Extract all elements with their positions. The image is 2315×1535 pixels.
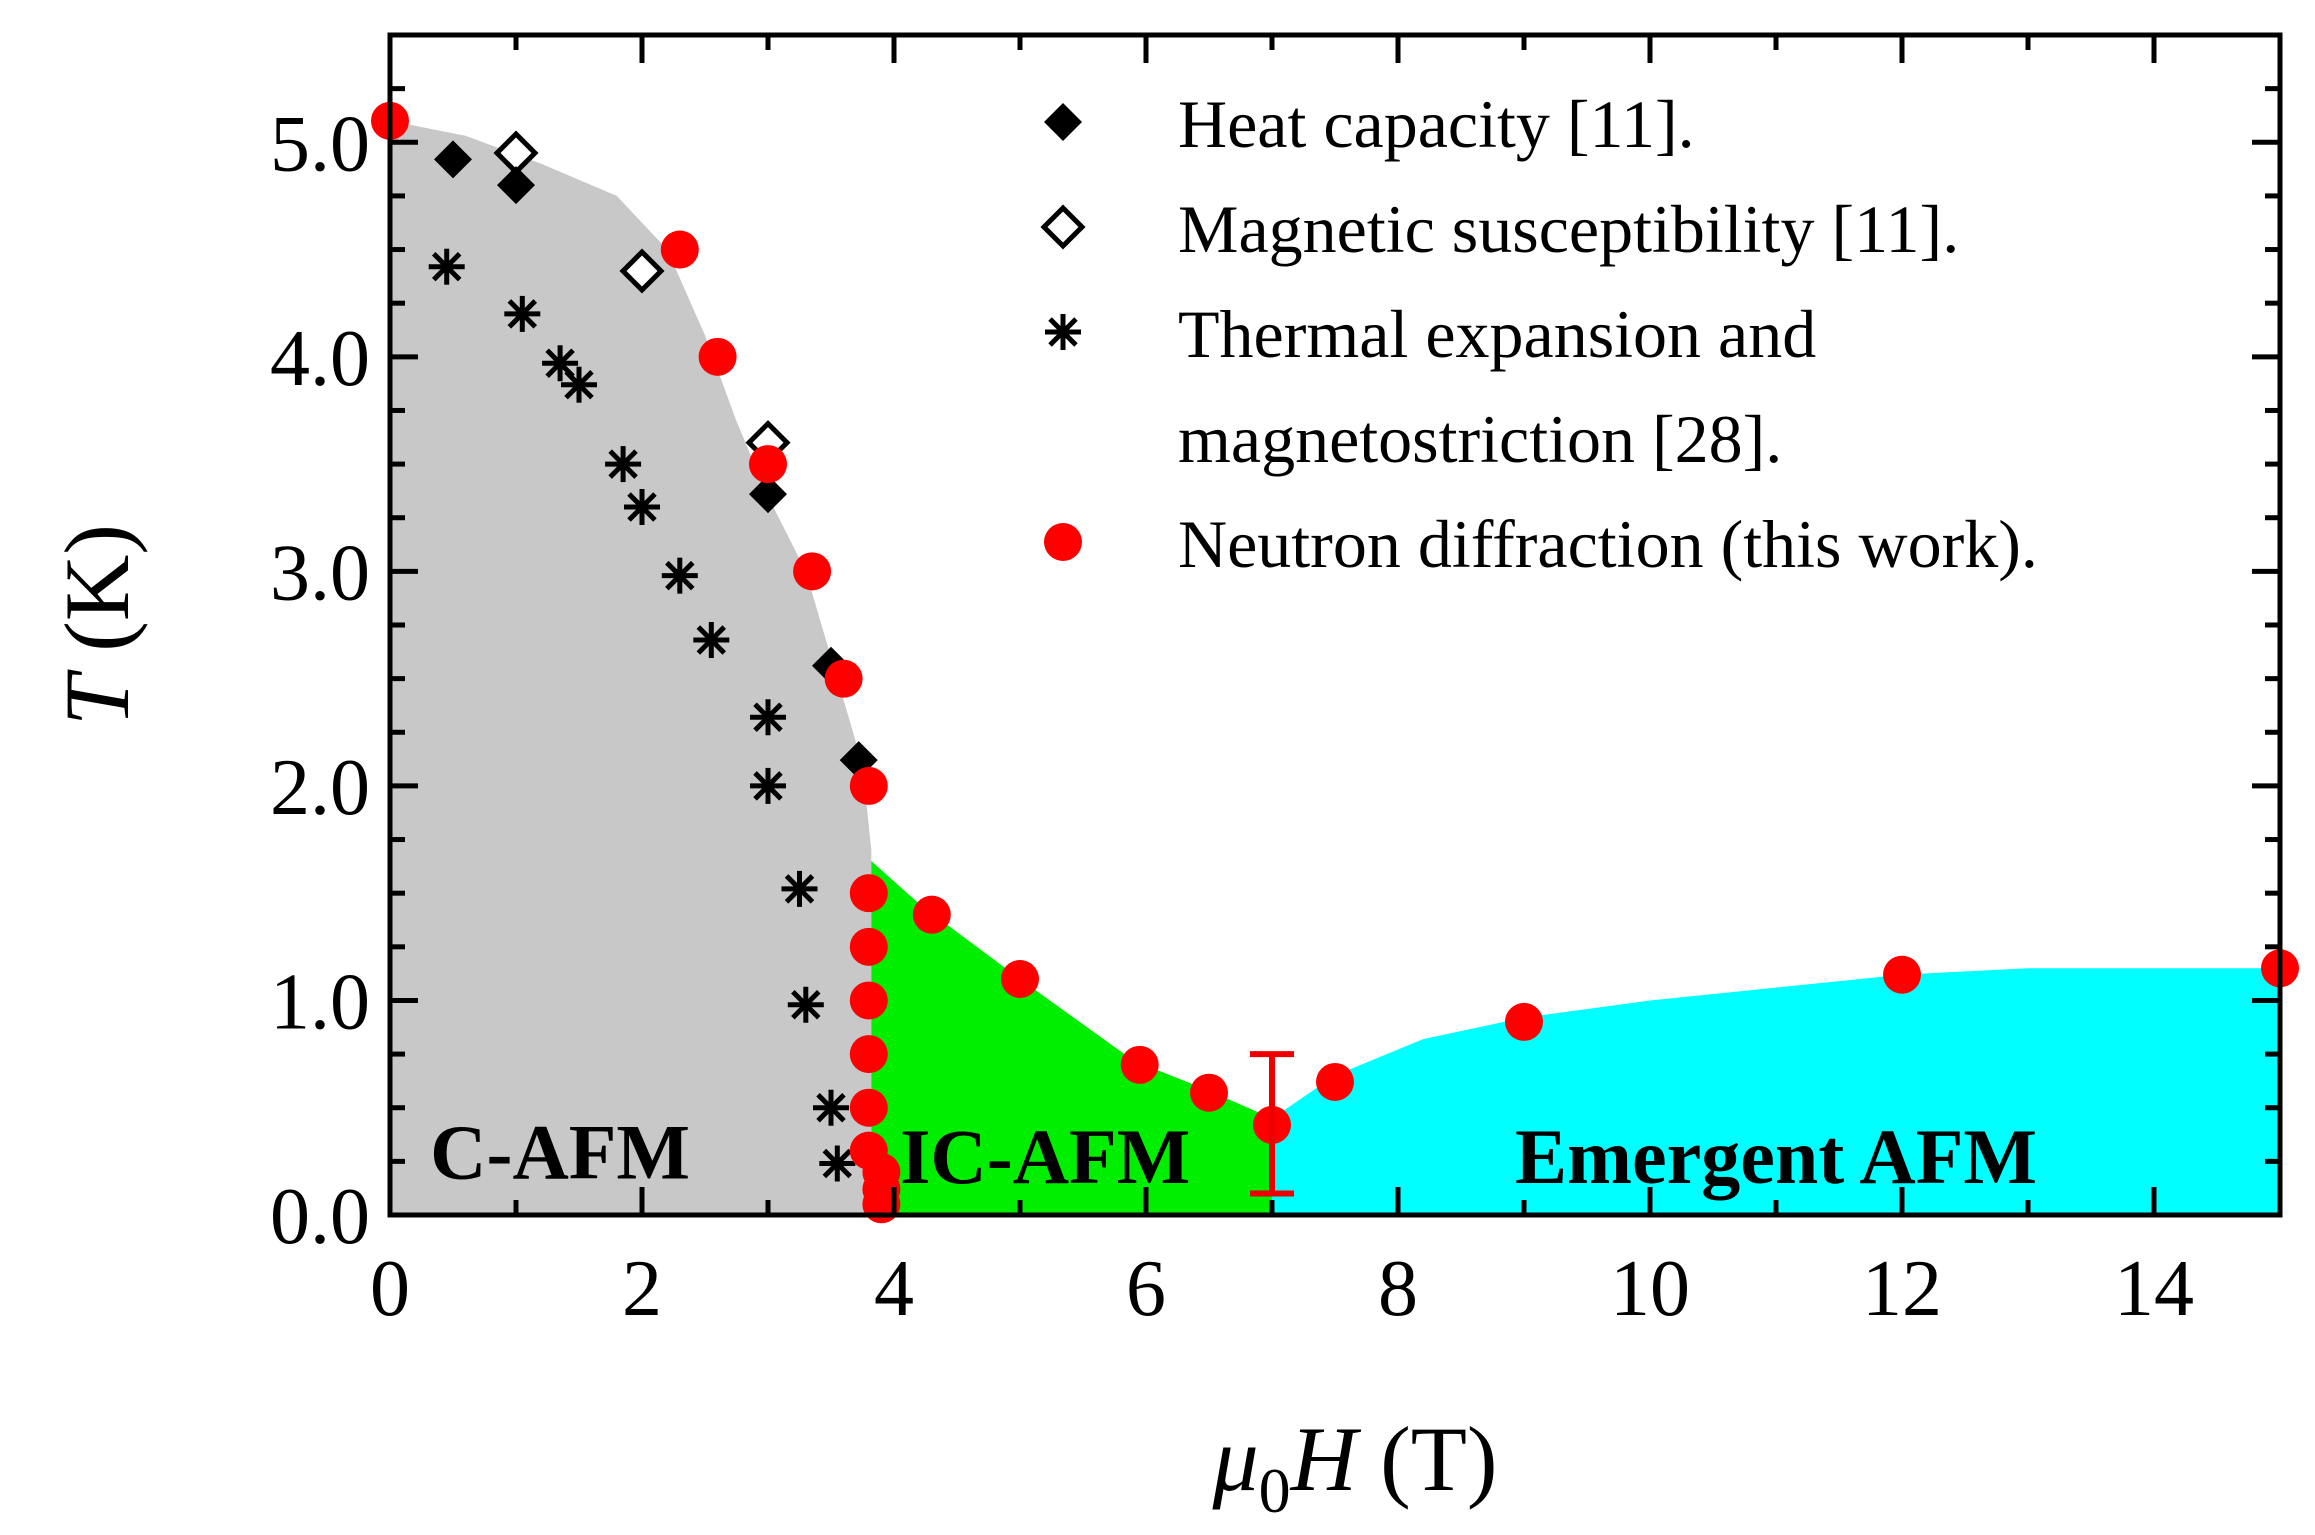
marker-neutron-19 <box>1190 1073 1228 1112</box>
region-label-ic-afm: IC-AFM <box>900 1113 1190 1200</box>
marker-thermal-1 <box>504 295 541 332</box>
region-label-emergent-afm: Emergent AFM <box>1515 1113 2037 1200</box>
marker-heat-2 <box>749 475 787 514</box>
marker-thermal-7 <box>693 622 730 659</box>
marker-thermal-9 <box>750 767 786 804</box>
x-tick-label-8: 8 <box>1378 1245 1418 1333</box>
y-tick-label-5: 5.0 <box>270 100 370 188</box>
x-tick-label-14: 14 <box>2114 1245 2194 1333</box>
marker-neutron-6 <box>849 766 888 805</box>
legend-marker-thermal <box>1045 314 1081 350</box>
y-tick-label-2: 2.0 <box>270 744 370 832</box>
legend-label-neutron: Neutron diffraction (this work). <box>1178 506 2038 582</box>
marker-neutron-10 <box>849 1035 888 1074</box>
marker-neutron-3 <box>749 445 787 484</box>
x-tick-label-10: 10 <box>1610 1245 1690 1333</box>
marker-heat-1 <box>497 166 535 205</box>
y-tick-label-1: 1.0 <box>270 958 370 1046</box>
plot-axes <box>387 32 2283 1218</box>
legend-marker-heat <box>1044 103 1082 141</box>
marker-heat-0 <box>434 140 472 179</box>
y-tick-label-4: 4.0 <box>270 315 370 403</box>
region-labels: C-AFM IC-AFM Emergent AFM <box>430 1109 2037 1200</box>
region-label-c-afm: C-AFM <box>430 1109 690 1196</box>
marker-thermal-8 <box>750 699 786 736</box>
x-tick-label-12: 12 <box>1862 1245 1942 1333</box>
marker-thermal-4 <box>605 446 642 483</box>
data-markers <box>371 101 2299 1224</box>
legend-marker-neutron <box>1044 523 1082 561</box>
error-bar-neutron-0 <box>1250 1051 1294 1197</box>
tick-labels: 0 2 4 6 8 10 12 14 0.0 1.0 2.0 3.0 4.0 5.0 <box>270 100 2194 1333</box>
marker-thermal-0 <box>428 248 465 285</box>
legend-label-thermal-line2: magnetostriction [28]. <box>1178 401 1782 477</box>
marker-neutron-9 <box>849 981 888 1020</box>
region-c-afm <box>390 120 872 1215</box>
x-axis-title: μ0H (T) <box>1211 1408 1497 1526</box>
marker-neutron-16 <box>912 895 951 934</box>
marker-neutron-22 <box>1505 1002 1543 1041</box>
marker-thermal-3 <box>561 366 597 403</box>
marker-neutron-23 <box>1883 955 1921 994</box>
marker-neutron-4 <box>793 552 832 591</box>
marker-neutron-1 <box>660 230 699 269</box>
marker-neutron-18 <box>1120 1045 1159 1084</box>
marker-susc-1 <box>619 248 665 294</box>
error-bars <box>1250 1051 1294 1197</box>
x-tick-label-2: 2 <box>622 1245 662 1333</box>
y-tick-label-3: 3.0 <box>270 529 370 617</box>
marker-neutron-11 <box>849 1088 888 1127</box>
legend-label-susc: Magnetic susceptibility [11]. <box>1178 191 1959 267</box>
y-tick-label-0: 0.0 <box>270 1173 370 1261</box>
legend: Heat capacity [11]. Magnetic susceptibili… <box>1040 86 2038 582</box>
phase-regions <box>390 120 2280 1215</box>
marker-neutron-21 <box>1316 1062 1354 1101</box>
marker-thermal-12 <box>813 1089 849 1126</box>
legend-label-thermal: Thermal expansion and <box>1178 296 1816 372</box>
x-tick-label-0: 0 <box>370 1245 410 1333</box>
marker-thermal-10 <box>781 870 818 907</box>
region-ic-afm <box>871 861 1272 1215</box>
x-tick-label-4: 4 <box>874 1245 914 1333</box>
marker-neutron-5 <box>824 659 863 698</box>
y-axis-title: T (K) <box>46 524 148 726</box>
marker-thermal-6 <box>661 557 698 594</box>
axis-titles: μ0H (T) T (K) <box>46 524 1498 1526</box>
marker-neutron-2 <box>698 337 737 376</box>
marker-thermal-5 <box>624 489 660 525</box>
marker-thermal-13 <box>819 1145 856 1182</box>
marker-neutron-8 <box>849 927 888 966</box>
x-tick-label-6: 6 <box>1126 1245 1166 1333</box>
marker-thermal-11 <box>787 986 824 1023</box>
marker-neutron-7 <box>849 874 888 913</box>
legend-marker-susc <box>1040 204 1086 250</box>
legend-label-heat: Heat capacity [11]. <box>1178 86 1695 162</box>
marker-neutron-17 <box>1001 960 1039 998</box>
